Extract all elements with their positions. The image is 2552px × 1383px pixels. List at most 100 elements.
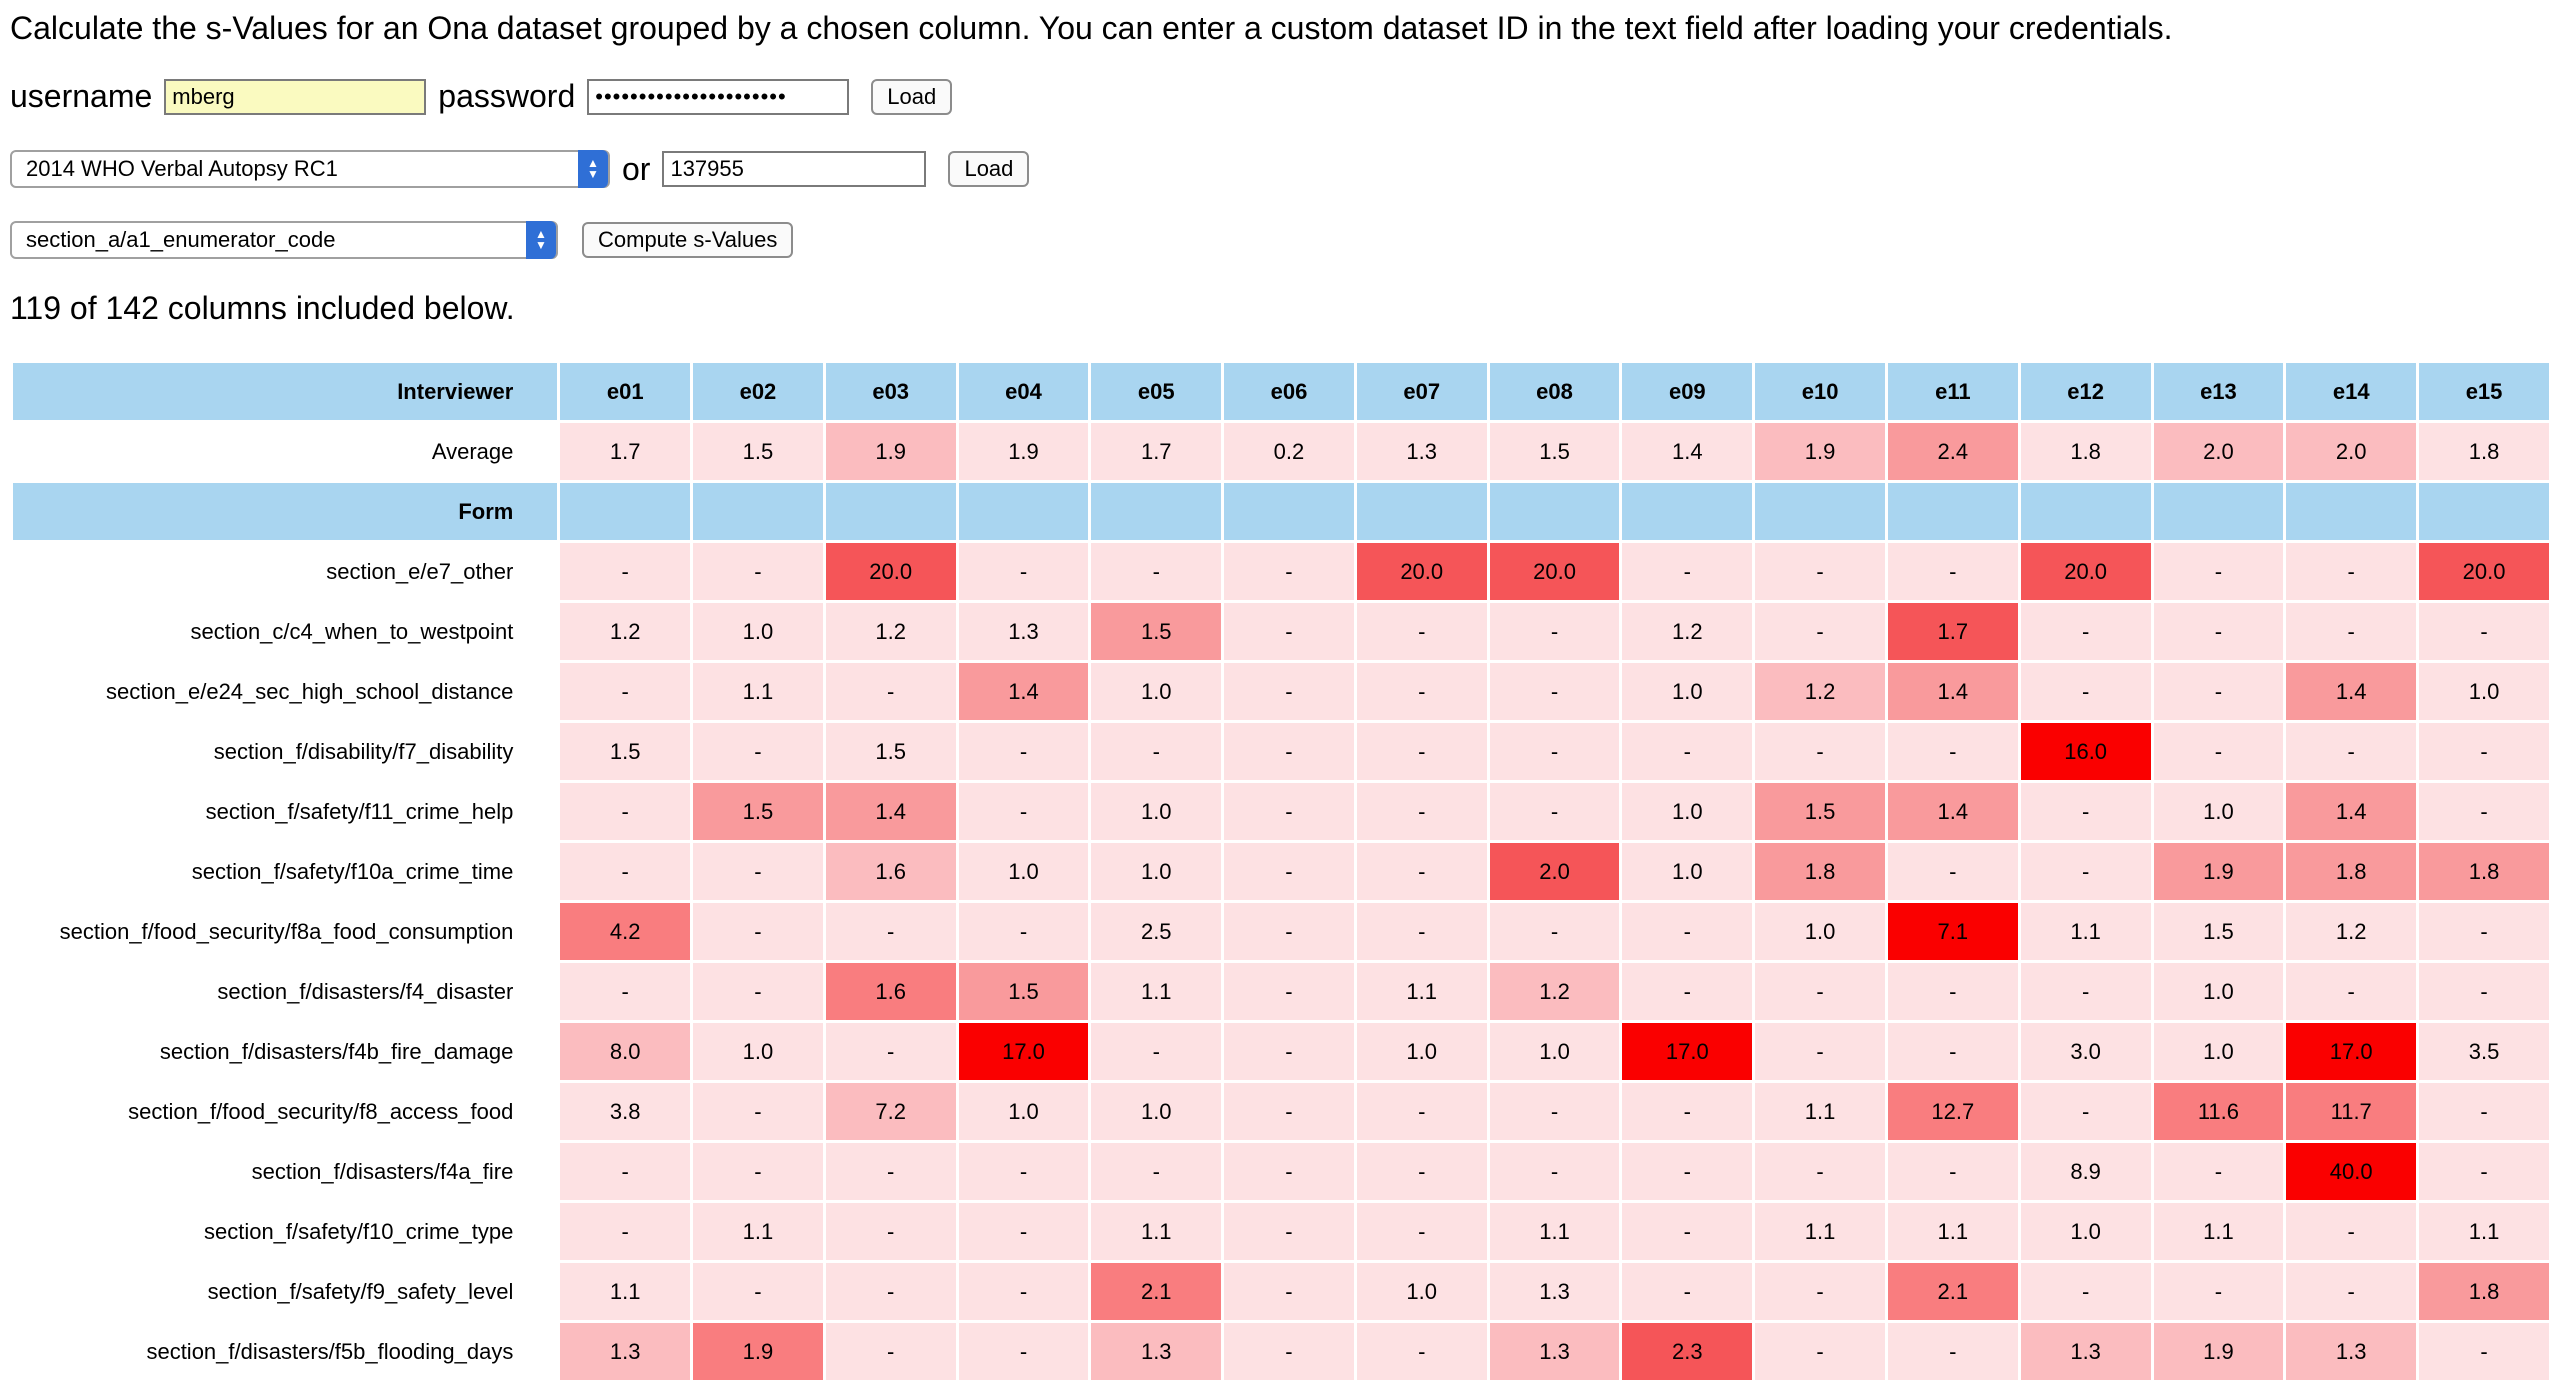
row-label: section_f/food_security/f8a_food_consump… — [13, 903, 558, 960]
svalue-cell: - — [825, 1263, 956, 1320]
svalue-cell: 2.3 — [1622, 1323, 1753, 1380]
svalue-cell: 17.0 — [2286, 1023, 2417, 1080]
svalue-cell: - — [2020, 603, 2151, 660]
row-label: section_f/safety/f10_crime_type — [13, 1203, 558, 1260]
svalue-cell: 1.6 — [825, 843, 956, 900]
table-row: section_f/safety/f10_crime_type -1.1- -1.1… — [13, 1203, 2549, 1260]
svalue-cell: - — [2153, 1263, 2284, 1320]
svalue-cell: - — [1755, 543, 1885, 600]
table-row: section_e/e7_other - -20.0- - -20.0 20.0- - -20… — [13, 543, 2549, 600]
dataset-id-input[interactable] — [662, 151, 927, 187]
interviewer-header-cell: e08 — [1489, 363, 1620, 420]
password-input[interactable] — [587, 78, 850, 115]
svalue-cell: - — [1622, 1203, 1753, 1260]
table-row: section_f/disasters/f4_disaster - -1.6 1.5 1… — [13, 963, 2549, 1020]
svalue-cell: 1.5 — [693, 783, 823, 840]
interviewer-header-cell: e14 — [2286, 363, 2417, 420]
group-column-select[interactable]: section_a/a1_enumerator_code ▲ ▼ — [10, 221, 558, 259]
svalue-cell: 1.9 — [693, 1323, 823, 1380]
svalue-cell: - — [1887, 723, 2018, 780]
form-header-cell — [1224, 483, 1354, 540]
intro-text: Calculate the s-Values for an Ona datase… — [10, 10, 2173, 46]
svalue-cell: - — [1224, 1263, 1354, 1320]
username-input[interactable] — [164, 78, 427, 115]
svalue-cell: 7.2 — [825, 1083, 956, 1140]
svalue-cell: 1.3 — [1489, 1323, 1620, 1380]
svalue-cell: 3.5 — [2419, 1023, 2549, 1080]
svalue-cell: - — [693, 723, 823, 780]
svalue-cell: - — [1755, 1323, 1885, 1380]
svalue-cell: - — [1224, 783, 1354, 840]
svalue-cell: 1.1 — [1091, 963, 1222, 1020]
svalue-cell: 1.3 — [1091, 1323, 1222, 1380]
svalue-cell: - — [2419, 603, 2549, 660]
average-cell: 2.4 — [1887, 423, 2018, 480]
svalue-cell: 1.2 — [2286, 903, 2417, 960]
svalue-cell: - — [1224, 843, 1354, 900]
svalue-cell: - — [2153, 543, 2284, 600]
dataset-load-button[interactable]: Load — [948, 151, 1030, 187]
svalue-cell: - — [693, 843, 823, 900]
svalue-cell: 3.0 — [2020, 1023, 2151, 1080]
svalue-cell: - — [693, 903, 823, 960]
svalue-cell: - — [958, 1323, 1089, 1380]
svalue-cell: 1.1 — [693, 663, 823, 720]
table-row: section_e/e24_sec_high_school_distance -1… — [13, 663, 2549, 720]
svalue-cell: - — [1755, 963, 1885, 1020]
compute-svalues-button[interactable]: Compute s-Values — [582, 222, 794, 258]
svalue-cell: - — [2419, 1143, 2549, 1200]
dataset-select[interactable]: 2014 WHO Verbal Autopsy RC1 ▲ ▼ — [10, 150, 610, 188]
svalue-cell: - — [1755, 1263, 1885, 1320]
svalue-cell: 1.1 — [1091, 1203, 1222, 1260]
svalue-cell: - — [1489, 903, 1620, 960]
form-header-cell — [1755, 483, 1885, 540]
svalue-cell: - — [2020, 963, 2151, 1020]
form-header-cell — [1091, 483, 1222, 540]
svalue-cell: - — [2020, 663, 2151, 720]
row-label: section_f/disasters/f4a_fire — [13, 1143, 558, 1200]
svalue-cell: 1.0 — [1356, 1263, 1487, 1320]
svalue-cell: - — [2286, 963, 2417, 1020]
columns-summary: 119 of 142 columns included below. — [10, 290, 515, 326]
svalue-cell: 1.5 — [1755, 783, 1885, 840]
interviewer-header-cell: e01 — [560, 363, 691, 420]
form-header-cell — [825, 483, 956, 540]
svalue-cell: 1.0 — [1489, 1023, 1620, 1080]
svalue-cell: - — [1224, 603, 1354, 660]
interviewer-header-cell: e11 — [1887, 363, 2018, 420]
svalue-cell: 1.0 — [1622, 663, 1753, 720]
credentials-load-button[interactable]: Load — [871, 78, 953, 115]
average-cell: 2.0 — [2286, 423, 2417, 480]
row-label: section_f/safety/f10a_crime_time — [13, 843, 558, 900]
svalue-cell: 11.7 — [2286, 1083, 2417, 1140]
row-label: section_f/safety/f9_safety_level — [13, 1263, 558, 1320]
svalue-cell: 1.4 — [1887, 783, 2018, 840]
svalue-cell: - — [1489, 783, 1620, 840]
svalue-cell: - — [1755, 1023, 1885, 1080]
svalue-cell: - — [693, 1143, 823, 1200]
svalue-cell: 2.1 — [1887, 1263, 2018, 1320]
svalue-cell: - — [1887, 963, 2018, 1020]
svalue-cell: 1.5 — [958, 963, 1089, 1020]
form-header-label: Form — [13, 483, 558, 540]
form-header-cell — [1887, 483, 2018, 540]
svalue-cell: - — [2419, 963, 2549, 1020]
svalue-cell: 1.2 — [1622, 603, 1753, 660]
svalue-cell: - — [1622, 723, 1753, 780]
svalue-cell: - — [1356, 603, 1487, 660]
svalue-cell: - — [2020, 1083, 2151, 1140]
interviewer-header-cell: e02 — [693, 363, 823, 420]
credentials-row: username password Load — [10, 78, 953, 115]
table-row: section_f/food_security/f8_access_food 3.… — [13, 1083, 2549, 1140]
table-row: section_f/disability/f7_disability 1.5-1.… — [13, 723, 2549, 780]
svalue-cell: - — [825, 903, 956, 960]
svalue-cell: - — [560, 663, 691, 720]
svalue-cell: 1.7 — [1887, 603, 2018, 660]
svalue-cell: - — [1224, 663, 1354, 720]
svalue-cell: 1.5 — [560, 723, 691, 780]
svalue-cell: 1.0 — [1091, 663, 1222, 720]
svalue-cell: - — [1887, 843, 2018, 900]
svalue-cell: 1.2 — [1489, 963, 1620, 1020]
interviewer-header-cell: e04 — [958, 363, 1089, 420]
svalue-cell: - — [958, 1263, 1089, 1320]
